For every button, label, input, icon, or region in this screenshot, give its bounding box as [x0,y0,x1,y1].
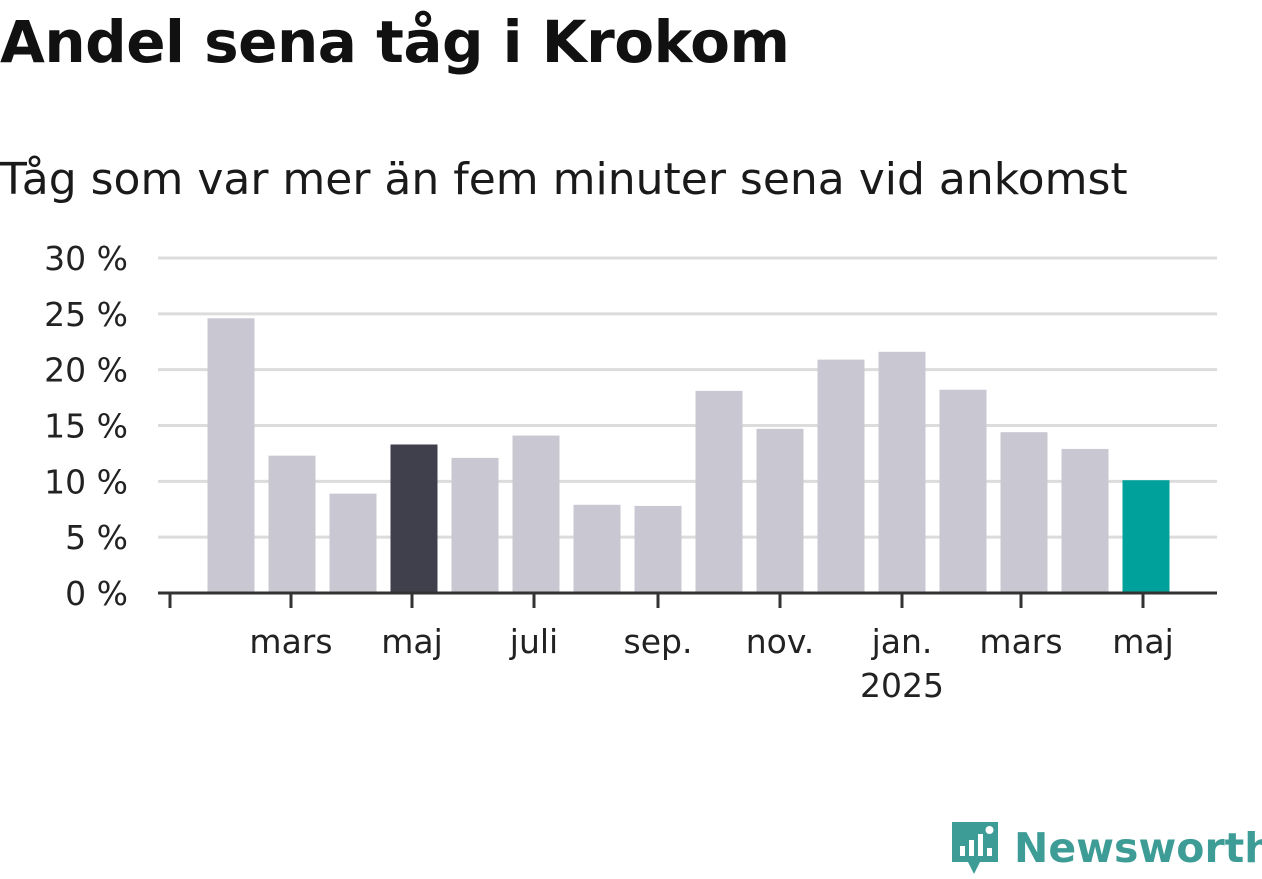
chart-title: Andel sena tåg i Krokom [0,8,790,76]
y-tick-label: 30 % [44,239,128,278]
bar [1122,480,1170,593]
y-tick-label: 15 % [44,407,128,446]
bar [1061,448,1109,593]
logo-text: Newsworthy [1014,824,1262,872]
bars [207,318,1170,593]
y-tick-label: 20 % [44,351,128,390]
x-tick-label: sep. [624,622,693,661]
x-tick-label: juli [509,622,558,661]
bar [329,493,377,593]
bar [573,504,621,593]
newsworthy-logo: Newsworthy [950,818,1262,878]
bar-chart: 0 % 5 % 10 % 15 % 20 % 25 % 30 % mars maj juli se… [44,239,1217,705]
bar [939,389,987,593]
y-tick-label: 10 % [44,462,128,501]
bar [1000,432,1048,593]
x-tick-label: mars [249,622,332,661]
bar [390,444,438,593]
x-tick-label: jan. [871,622,933,661]
x-tick-label: mars [979,622,1062,661]
grid-lines [158,256,1217,539]
bar [512,435,560,593]
x-axis [158,591,1217,608]
bar [634,505,682,593]
bar [268,455,316,593]
bar [451,457,499,593]
x-tick-year-label: 2025 [860,666,944,705]
y-axis-ticks: 0 % 5 % 10 % 15 % 20 % 25 % 30 % [44,239,128,613]
x-axis-ticks: mars maj juli sep. nov. jan. 2025 mars maj [249,622,1173,705]
x-tick-label: nov. [746,622,815,661]
chart-subtitle: Tåg som var mer än fem minuter sena vid … [0,154,1128,205]
bar [695,390,743,593]
bar [756,428,804,593]
x-tick-label: maj [1112,622,1174,661]
y-tick-label: 5 % [65,518,128,557]
y-tick-label: 25 % [44,295,128,334]
y-tick-label: 0 % [65,574,128,613]
newsworthy-logo-icon [952,822,998,874]
bar [817,359,865,593]
x-tick-label: maj [381,622,443,661]
bar [207,318,255,593]
bar [878,351,926,593]
